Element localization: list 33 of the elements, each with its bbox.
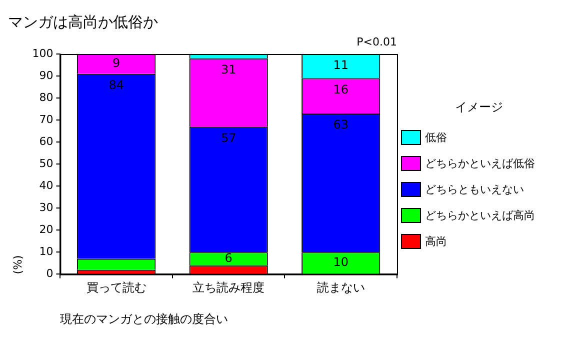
- x-tick-label: 買って読む: [86, 280, 146, 295]
- y-tick-label: 40: [39, 178, 54, 192]
- legend-label: どちらかといえば高尚: [425, 208, 535, 223]
- legend-title: イメージ: [454, 99, 504, 116]
- data-label: 6: [224, 250, 232, 265]
- legend-label: 低俗: [425, 130, 447, 145]
- x-tick-label: 読まない: [316, 280, 365, 295]
- data-label: 11: [333, 58, 349, 72]
- x-axis-title: 現在のマンガとの接触の度合い: [60, 312, 228, 326]
- y-tick-label: 10: [39, 245, 54, 258]
- x-tick-label: 立ち読み程度: [192, 280, 265, 295]
- y-tick-label: 50: [39, 156, 54, 170]
- y-tick-label: 100: [32, 46, 54, 60]
- y-tick-label: 20: [39, 223, 54, 236]
- chart-title: マンガは高尚か低俗か: [8, 12, 158, 31]
- data-label: 57: [220, 130, 236, 145]
- y-tick-label: 80: [39, 90, 54, 104]
- y-axis-title: (%): [11, 255, 24, 274]
- legend-label: どちらともいえない: [425, 182, 524, 197]
- text: P<0.01: [356, 35, 397, 48]
- y-tick-label: 30: [39, 201, 54, 214]
- legend-label: どちらかといえば低俗: [425, 156, 535, 171]
- data-label: 16: [333, 82, 349, 96]
- y-tick-label: 60: [39, 134, 54, 148]
- data-label: 10: [333, 255, 349, 270]
- y-tick-label: 70: [39, 112, 54, 126]
- y-tick-label: 90: [39, 68, 54, 82]
- data-label: 31: [220, 62, 236, 77]
- y-tick-label: 0: [46, 267, 54, 280]
- data-label: 9: [112, 56, 120, 70]
- legend-label: 高尚: [425, 234, 447, 249]
- data-label: 84: [108, 78, 124, 92]
- data-label: 63: [333, 118, 349, 132]
